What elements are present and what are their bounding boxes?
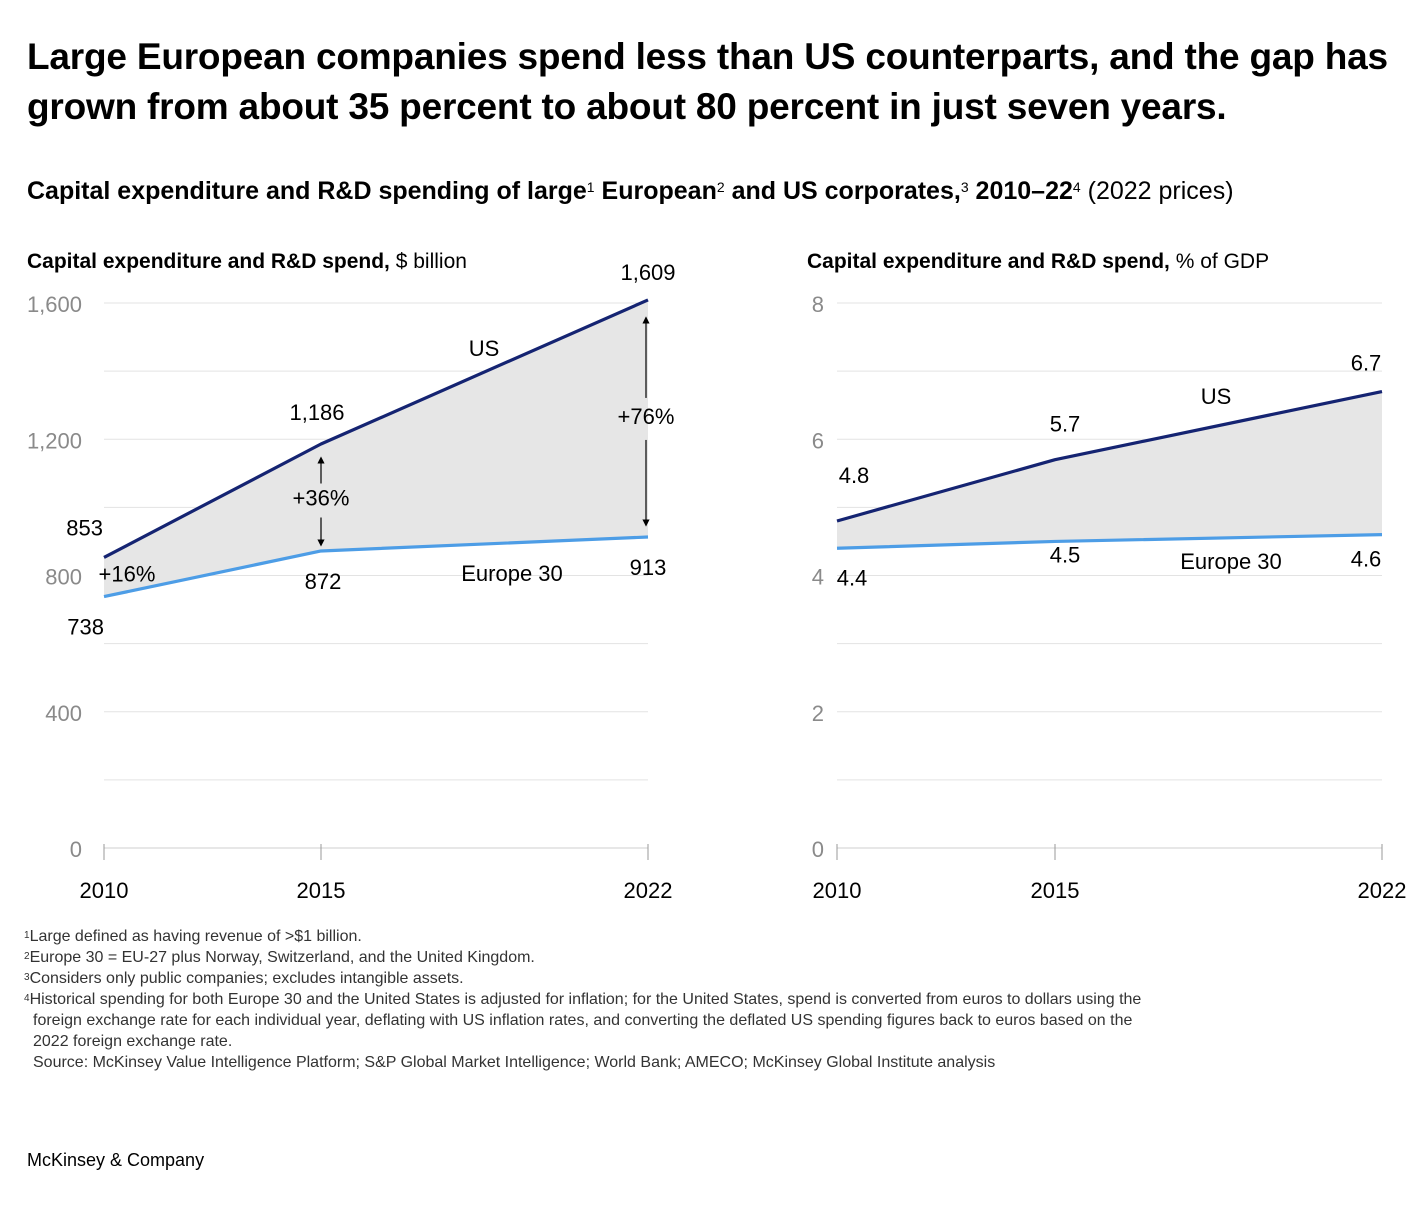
europe-data-label: 872 xyxy=(305,569,342,594)
subtitle-part-d: 2010–22 xyxy=(968,177,1073,205)
europe-series-name: Europe 30 xyxy=(1180,549,1282,574)
us-data-label: 853 xyxy=(66,515,103,540)
us-series-name: US xyxy=(469,336,500,361)
footnote-3-sup: 3 xyxy=(24,972,30,983)
left-chart-title: Capital expenditure and R&D spend, $ bil… xyxy=(27,248,467,276)
y-tick-label: 2 xyxy=(812,701,824,726)
y-tick-label: 800 xyxy=(45,565,82,590)
headline: Large European companies spend less than… xyxy=(27,36,1388,127)
europe-data-label: 4.4 xyxy=(837,565,868,590)
x-tick-label: 2022 xyxy=(1358,878,1407,903)
europe-series-line xyxy=(103,535,649,599)
y-tick-label: 1,600 xyxy=(27,292,82,317)
footnote-4-text-a: Historical spending for both Europe 30 a… xyxy=(29,991,1142,1008)
footnote-2-sup: 2 xyxy=(24,951,30,962)
footnote-3-text: Considers only public companies; exclude… xyxy=(29,970,464,987)
right-chart-title-unit: % of GDP xyxy=(1169,250,1270,273)
subtitle-part-c: and US corporates, xyxy=(724,177,961,205)
us-data-label: 6.7 xyxy=(1351,351,1382,376)
subtitle-sup-3: 3 xyxy=(960,179,969,195)
subtitle-sup-4: 4 xyxy=(1072,179,1081,195)
y-tick-label: 400 xyxy=(45,701,82,726)
us-data-label: 4.8 xyxy=(839,463,870,488)
footnote-4: 4Historical spending for both Europe 30 … xyxy=(24,989,1394,1010)
footnote-4-line-2: foreign exchange rate for each individua… xyxy=(33,1012,1133,1029)
y-tick-label: 6 xyxy=(812,428,824,453)
brand-logo-text: McKinsey & Company xyxy=(27,1150,205,1170)
gap-label-2022: +76% xyxy=(618,404,675,429)
footnote-2: 2Europe 30 = EU-27 plus Norway, Switzerl… xyxy=(24,947,1394,968)
subtitle-sup-1: 1 xyxy=(586,179,595,195)
subtitle-part-b: European xyxy=(594,177,717,205)
gap-area xyxy=(104,299,648,597)
chart-subtitle: Capital expenditure and R&D spending of … xyxy=(27,174,1407,208)
footnote-1-text: Large defined as having revenue of >$1 b… xyxy=(29,928,362,945)
us-series-line xyxy=(103,298,649,559)
subtitle-part-normal: (2022 prices) xyxy=(1080,177,1234,205)
gap-label-2015: +36% xyxy=(293,485,350,510)
x-tick-label: 2010 xyxy=(80,878,129,903)
x-tick-label: 2010 xyxy=(813,878,862,903)
gap-area xyxy=(837,391,1382,549)
y-tick-label: 4 xyxy=(812,565,824,590)
x-tick-label: 2015 xyxy=(1031,878,1080,903)
us-series-line xyxy=(836,389,1383,523)
right-chart-title-bold: Capital expenditure and R&D spend, xyxy=(807,250,1170,273)
europe-data-label: 4.5 xyxy=(1050,542,1081,567)
us-data-label: 5.7 xyxy=(1050,412,1081,437)
footnotes: 1Large defined as having revenue of >$1 … xyxy=(24,926,1394,1073)
subtitle-part-a: Capital expenditure and R&D spending of … xyxy=(27,177,587,205)
footnote-1-sup: 1 xyxy=(24,930,30,941)
gap-label-2010: +16% xyxy=(99,561,156,586)
y-tick-label: 1,200 xyxy=(27,428,82,453)
y-tick-label: 0 xyxy=(812,837,824,862)
europe-series-name: Europe 30 xyxy=(461,561,563,586)
y-tick-label: 8 xyxy=(812,292,824,317)
footnote-3: 3Considers only public companies; exclud… xyxy=(24,968,1394,989)
europe-data-label: 4.6 xyxy=(1351,547,1382,572)
y-tick-label: 0 xyxy=(70,837,82,862)
x-tick-label: 2022 xyxy=(624,878,673,903)
footnote-1: 1Large defined as having revenue of >$1 … xyxy=(24,926,1394,947)
footnote-4-sup: 4 xyxy=(24,993,30,1004)
subtitle-sup-2: 2 xyxy=(716,179,725,195)
us-data-label: 1,186 xyxy=(289,400,344,425)
left-chart-title-unit: $ billion xyxy=(389,250,467,273)
europe-data-label: 913 xyxy=(630,555,667,580)
us-series-name: US xyxy=(1201,384,1232,409)
us-data-label: 1,609 xyxy=(620,260,675,285)
right-chart-gdp: 2010 2015 2022 0 2 4 6 8 4.8 5.7 6.7 4.4 4.5 4.6 US Eur… xyxy=(812,292,1407,903)
source-note: Source: McKinsey Value Intelligence Plat… xyxy=(33,1054,996,1071)
footnote-2-text: Europe 30 = EU-27 plus Norway, Switzerla… xyxy=(29,949,535,966)
left-chart-title-bold: Capital expenditure and R&D spend, xyxy=(27,250,390,273)
europe-data-label: 738 xyxy=(67,615,104,640)
europe-series-line xyxy=(836,533,1383,550)
x-tick-label: 2015 xyxy=(297,878,346,903)
left-chart-dollars: 2010 2015 2022 0 400 800 1,200 1,600 853 1,186 1,6… xyxy=(27,260,676,903)
right-chart-title: Capital expenditure and R&D spend, % of … xyxy=(807,248,1269,276)
footnote-4-line-3: 2022 foreign exchange rate. xyxy=(33,1033,233,1050)
charts-canvas: 2010 2015 2022 0 400 800 1,200 1,600 853 1,186 1,6… xyxy=(27,260,1407,903)
